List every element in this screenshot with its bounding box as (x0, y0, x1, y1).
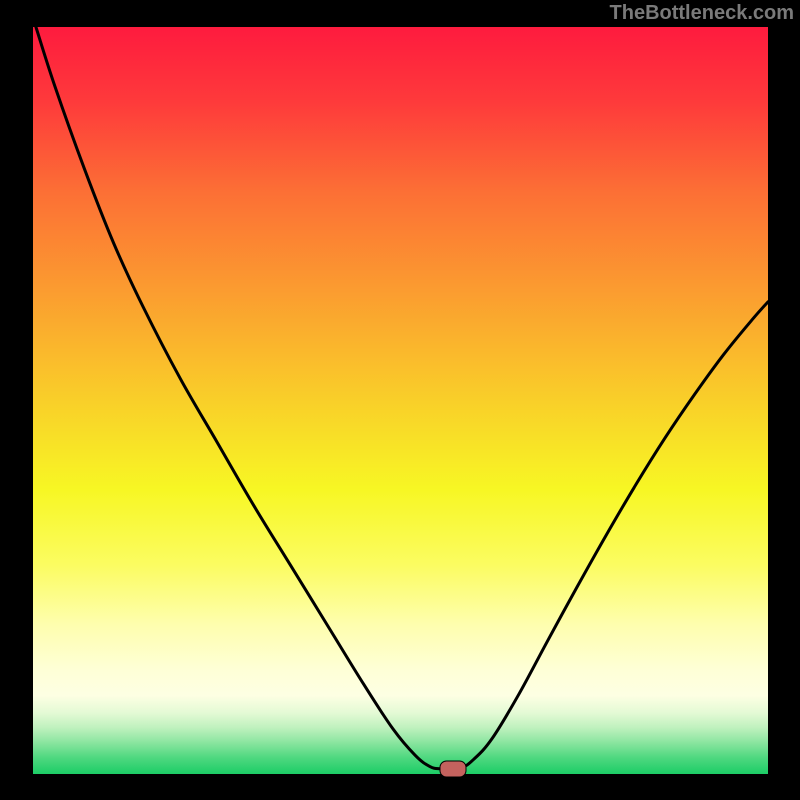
curve-svg (33, 27, 768, 774)
watermark-text: TheBottleneck.com (610, 2, 794, 25)
optimum-marker (439, 760, 466, 777)
bottleneck-curve (36, 27, 768, 770)
plot-area (33, 27, 768, 774)
chart-container: TheBottleneck.com (0, 0, 800, 800)
